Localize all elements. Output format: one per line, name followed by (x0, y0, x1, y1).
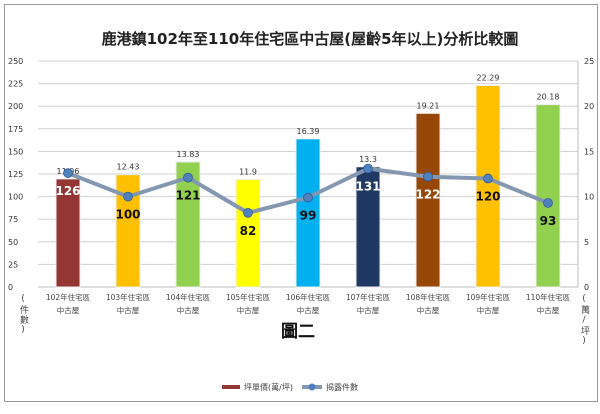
legend-line-label: 揭露件數 (326, 382, 358, 392)
y-left-axis-label: (件數) (18, 294, 28, 336)
bar-data-label: 13.83 (177, 150, 200, 159)
y-left-tick-label: 100 (8, 193, 23, 202)
legend-line-marker (308, 383, 316, 391)
bar-data-label: 16.39 (297, 127, 320, 136)
y-left-tick-label: 125 (8, 170, 23, 179)
line-data-label: 121 (175, 189, 200, 203)
line-data-label: 82 (240, 224, 257, 238)
y-right-axis-label: (萬/坪) (579, 294, 589, 347)
line-marker (303, 192, 313, 203)
legend-bar-swatch (222, 385, 240, 389)
x-tick-label: 中古屋 (477, 305, 500, 315)
bar-data-label: 20.18 (537, 93, 560, 102)
line-marker (63, 168, 73, 178)
x-tick-label: 108年住宅區 (406, 292, 451, 302)
line-data-label: 126 (55, 184, 80, 198)
x-tick-label: 中古屋 (537, 305, 560, 315)
x-tick-label: 中古屋 (117, 305, 140, 315)
x-tick-label: 107年住宅區 (346, 292, 391, 302)
bar-data-label: 11.9 (239, 167, 257, 176)
bar (55, 178, 81, 288)
line-marker (543, 198, 553, 208)
y-left-tick-label: 175 (8, 125, 23, 134)
bar-data-label: 22.29 (477, 73, 500, 82)
y-right-tick-label: 0 (584, 283, 589, 292)
chart-subtitle: 圖二 (281, 322, 315, 342)
bar (235, 178, 261, 288)
line-marker (363, 163, 373, 174)
line-data-label: 93 (540, 214, 557, 228)
bar-data-label: 13.3 (359, 155, 377, 164)
y-left-tick-label: 200 (8, 102, 23, 111)
chart-title: 鹿港鎮102年至110年住宅區中古屋(屋齡5年以上)分析比較圖 (102, 30, 519, 48)
y-left-tick-label: 250 (8, 57, 23, 66)
y-left-tick-label: 75 (8, 215, 18, 224)
line-data-label: 120 (475, 190, 500, 204)
y-right-tick-label: 25 (584, 57, 594, 66)
line-marker (243, 208, 253, 218)
x-tick-label: 中古屋 (417, 305, 440, 315)
y-left-tick-label: 0 (8, 283, 13, 292)
chart-frame (4, 4, 598, 402)
y-left-tick-label: 50 (8, 238, 18, 247)
x-tick-label: 105年住宅區 (226, 292, 271, 302)
y-left-tick-label: 150 (8, 147, 23, 156)
x-tick-label: 中古屋 (177, 305, 200, 315)
x-tick-label: 中古屋 (237, 305, 260, 315)
line-data-label: 131 (355, 180, 380, 194)
line-marker (123, 191, 133, 202)
line-data-label: 100 (115, 208, 140, 222)
x-tick-label: 中古屋 (357, 305, 380, 315)
bar (535, 104, 561, 288)
bar (295, 138, 321, 288)
x-tick-label: 中古屋 (57, 305, 80, 315)
bar (355, 166, 381, 288)
x-tick-label: 103年住宅區 (106, 292, 151, 302)
line-marker (423, 171, 433, 182)
bar-data-label: 12.43 (117, 163, 140, 172)
x-tick-label: 110年住宅區 (526, 292, 571, 302)
y-left-tick-label: 25 (8, 260, 18, 269)
y-left-tick-label: 225 (8, 80, 23, 89)
y-right-tick-label: 5 (584, 238, 589, 247)
line-marker (483, 173, 493, 184)
y-right-tick-label: 20 (584, 102, 594, 111)
y-right-tick-label: 10 (584, 193, 594, 202)
x-tick-label: 中古屋 (297, 305, 320, 315)
x-tick-label: 106年住宅區 (286, 292, 331, 302)
bar (475, 84, 501, 288)
x-tick-label: 104年住宅區 (166, 292, 211, 302)
line-data-label: 99 (300, 209, 317, 223)
bar-data-label: 19.21 (417, 101, 440, 110)
x-tick-label: 102年住宅區 (46, 292, 91, 302)
bar (415, 112, 441, 288)
line-data-label: 122 (415, 188, 440, 202)
x-tick-label: 109年住宅區 (466, 292, 511, 302)
line-marker (183, 172, 193, 183)
legend-bar-label: 坪單價(萬/坪) (244, 382, 293, 392)
y-right-tick-label: 15 (584, 147, 594, 156)
